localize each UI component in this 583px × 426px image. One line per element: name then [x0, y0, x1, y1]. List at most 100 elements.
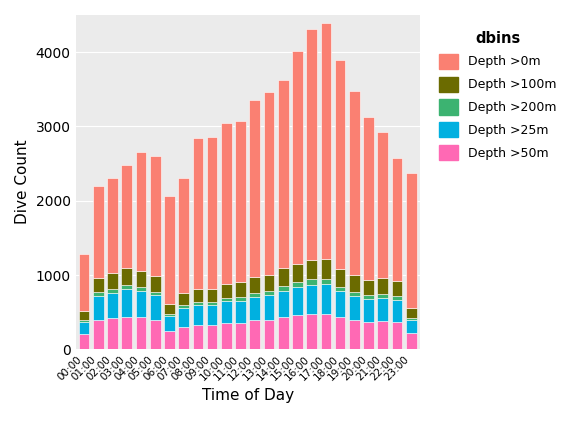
Bar [321, 284, 331, 314]
Bar [321, 259, 331, 279]
Bar [278, 268, 289, 286]
Bar [406, 333, 417, 349]
Bar [264, 296, 275, 320]
Bar [363, 117, 374, 280]
Bar [335, 269, 346, 287]
Bar [377, 278, 388, 294]
Bar [250, 277, 260, 293]
Bar [264, 320, 275, 349]
Bar [363, 280, 374, 296]
Bar [306, 285, 317, 314]
Bar [79, 254, 89, 311]
Bar [321, 23, 331, 259]
Bar [79, 322, 89, 334]
Bar [349, 296, 360, 320]
Bar [121, 268, 132, 285]
Bar [207, 305, 217, 325]
Bar [93, 320, 104, 349]
Bar [406, 308, 417, 318]
Bar [178, 293, 189, 305]
Bar [93, 296, 104, 320]
Bar [121, 165, 132, 268]
Bar [192, 289, 203, 302]
Bar [150, 276, 160, 292]
Bar [335, 287, 346, 291]
Bar [207, 302, 217, 305]
Bar [164, 304, 175, 314]
Bar [178, 327, 189, 349]
Bar [250, 297, 260, 320]
Bar [79, 320, 89, 322]
Bar [250, 320, 260, 349]
Bar [150, 292, 160, 296]
Bar [377, 294, 388, 298]
Bar [221, 298, 231, 302]
Bar [335, 317, 346, 349]
Bar [164, 196, 175, 304]
Bar [377, 132, 388, 278]
Bar [136, 317, 146, 349]
Bar [264, 275, 275, 291]
Bar [221, 322, 231, 349]
Bar [292, 315, 303, 349]
Bar [164, 314, 175, 316]
Bar [363, 299, 374, 322]
Bar [121, 285, 132, 289]
Bar [321, 279, 331, 284]
Bar [292, 51, 303, 264]
Bar [377, 322, 388, 349]
Bar [392, 322, 402, 349]
Bar [321, 314, 331, 349]
Bar [278, 286, 289, 291]
Bar [192, 305, 203, 325]
Bar [93, 293, 104, 296]
Bar [264, 291, 275, 296]
Bar [136, 153, 146, 271]
Bar [107, 289, 118, 293]
Bar [292, 287, 303, 315]
Y-axis label: Dive Count: Dive Count [15, 140, 30, 225]
Bar [107, 293, 118, 318]
Bar [235, 322, 246, 349]
Bar [178, 308, 189, 327]
Bar [377, 298, 388, 322]
Bar [363, 296, 374, 299]
Bar [136, 287, 146, 291]
Bar [278, 291, 289, 317]
Bar [221, 123, 231, 284]
Bar [292, 264, 303, 282]
Bar [392, 299, 402, 322]
Bar [306, 279, 317, 285]
Bar [192, 138, 203, 289]
Bar [292, 282, 303, 287]
Bar [107, 178, 118, 273]
Bar [164, 316, 175, 331]
Bar [335, 291, 346, 317]
Bar [93, 186, 104, 278]
Bar [392, 296, 402, 299]
Bar [349, 292, 360, 296]
Bar [221, 284, 231, 298]
Bar [392, 281, 402, 296]
Bar [79, 311, 89, 320]
Bar [164, 331, 175, 349]
Bar [107, 273, 118, 289]
Bar [178, 305, 189, 308]
Bar [335, 60, 346, 269]
Bar [264, 92, 275, 275]
Bar [207, 289, 217, 302]
Bar [278, 80, 289, 268]
Bar [306, 260, 317, 279]
Bar [207, 137, 217, 289]
Bar [406, 318, 417, 320]
Bar [235, 282, 246, 297]
Bar [363, 322, 374, 349]
Bar [392, 158, 402, 281]
Bar [349, 320, 360, 349]
Bar [107, 318, 118, 349]
Bar [192, 325, 203, 349]
Bar [235, 301, 246, 322]
Bar [150, 156, 160, 276]
Bar [121, 289, 132, 317]
Bar [250, 101, 260, 277]
